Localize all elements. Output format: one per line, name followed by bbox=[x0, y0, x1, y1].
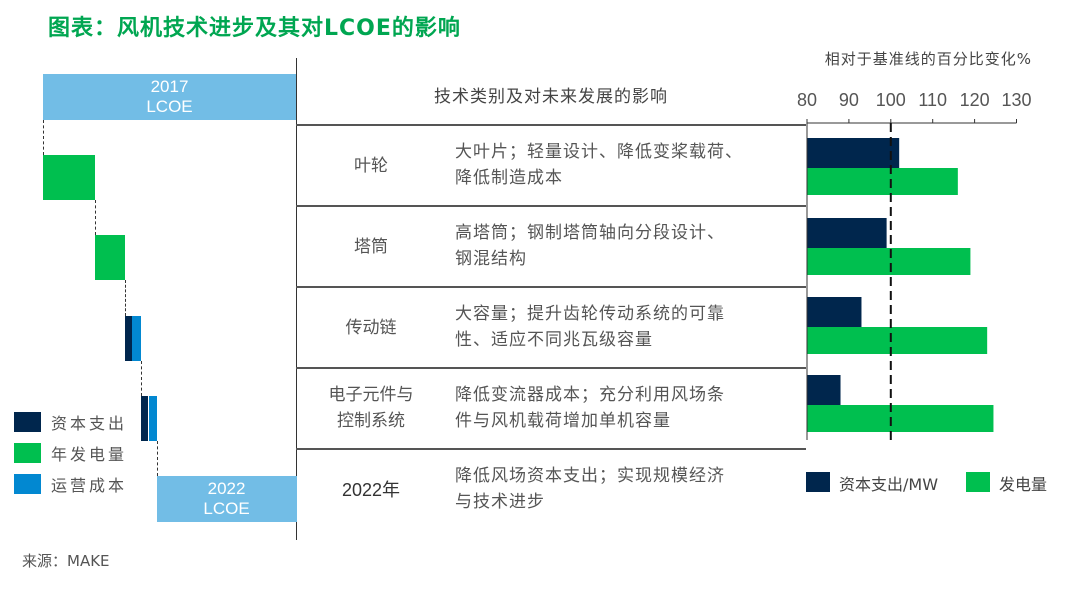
legend-swatch bbox=[14, 473, 41, 494]
source-note: 来源：MAKE bbox=[22, 552, 110, 570]
row-divider bbox=[296, 367, 806, 369]
connector-line bbox=[43, 120, 44, 155]
category-cell: 塔筒 bbox=[296, 234, 446, 260]
x-tick-label: 110 bbox=[918, 90, 947, 110]
energy-bar bbox=[807, 168, 958, 195]
waterfall-segment bbox=[95, 235, 126, 280]
lcoe-2022-bar-label: 2022 bbox=[207, 479, 246, 498]
description-cell: 降低风场资本支出；实现规模经济 与技术进步 bbox=[455, 463, 800, 515]
row-divider bbox=[296, 286, 806, 288]
description-line: 降低变流器成本；充分利用风场条 bbox=[455, 385, 725, 405]
row-divider bbox=[296, 124, 806, 126]
legend-swatch bbox=[966, 472, 990, 492]
waterfall-legend: 资本支出年发电量运营成本 bbox=[14, 406, 127, 499]
legend-swatch bbox=[806, 472, 830, 492]
category-line: 2022年 bbox=[341, 480, 401, 500]
description-cell: 大容量；提升齿轮传动系统的可靠 性、适应不同兆瓦级容量 bbox=[455, 301, 800, 353]
capex-bar bbox=[807, 138, 900, 168]
category-line: 叶轮 bbox=[354, 156, 388, 176]
capex-bar bbox=[807, 297, 862, 327]
description-line: 大叶片；轻量设计、降低变桨载荷、 bbox=[455, 142, 743, 162]
lcoe-2017-bar-label: 2017 bbox=[150, 77, 189, 96]
description-line: 性、适应不同兆瓦级容量 bbox=[455, 330, 653, 350]
description-line: 高塔筒；钢制塔筒轴向分段设计、 bbox=[455, 223, 725, 243]
legend-label: 年发电量 bbox=[51, 444, 128, 464]
description-line: 降低制造成本 bbox=[455, 168, 563, 188]
legend-item: 资本支出 bbox=[14, 406, 127, 437]
figure-title: 图表：风机技术进步及其对LCOE的影响 bbox=[48, 16, 461, 41]
description-line: 降低风场资本支出；实现规模经济 bbox=[455, 466, 725, 486]
waterfall-segment bbox=[125, 316, 133, 361]
description-line: 与技术进步 bbox=[455, 492, 545, 512]
waterfall-segment bbox=[43, 155, 96, 200]
category-line: 控制系统 bbox=[337, 411, 405, 431]
row-divider bbox=[296, 205, 806, 207]
connector-line bbox=[141, 361, 143, 396]
lcoe-2017-bar: 2017 LCOE bbox=[43, 74, 296, 120]
legend-item: 年发电量 bbox=[14, 437, 127, 468]
connector-line bbox=[95, 200, 97, 235]
lcoe-2017-bar-label: LCOE bbox=[146, 97, 193, 116]
category-cell: 2022年 bbox=[296, 477, 446, 503]
table-header: 技术类别及对未来发展的影响 bbox=[434, 87, 668, 107]
x-tick-label: 100 bbox=[876, 90, 906, 110]
energy-bar bbox=[807, 405, 994, 432]
waterfall-segment bbox=[141, 396, 149, 441]
energy-bar bbox=[807, 327, 988, 354]
x-tick-label: 80 bbox=[797, 90, 817, 110]
lcoe-2022-bar-label: LCOE bbox=[203, 499, 250, 518]
legend-swatch bbox=[14, 411, 41, 432]
connector-line bbox=[156, 441, 158, 476]
capex-bar bbox=[807, 375, 841, 405]
category-line: 塔筒 bbox=[354, 237, 388, 257]
x-tick-label: 120 bbox=[960, 90, 990, 110]
waterfall-segment bbox=[148, 396, 157, 441]
legend-swatch bbox=[14, 442, 41, 463]
x-axis-title: 相对于基准线的百分比变化% bbox=[824, 50, 1032, 68]
connector-line bbox=[125, 280, 127, 316]
legend-item: 运营成本 bbox=[14, 468, 127, 499]
description-cell: 高塔筒；钢制塔筒轴向分段设计、 钢混结构 bbox=[455, 220, 800, 272]
capex-bar bbox=[807, 218, 887, 248]
x-tick-label: 130 bbox=[1001, 90, 1031, 110]
waterfall-segment bbox=[132, 316, 142, 361]
row-divider bbox=[296, 448, 806, 450]
category-cell: 传动链 bbox=[296, 315, 446, 341]
category-line: 电子元件与 bbox=[328, 385, 414, 405]
legend-label: 资本支出 bbox=[51, 413, 128, 433]
x-tick-label: 90 bbox=[839, 90, 859, 110]
category-cell: 电子元件与 控制系统 bbox=[296, 382, 446, 434]
energy-bar bbox=[807, 248, 971, 275]
description-line: 大容量；提升齿轮传动系统的可靠 bbox=[455, 304, 725, 324]
description-line: 件与风机载荷增加单机容量 bbox=[455, 411, 671, 431]
description-cell: 降低变流器成本；充分利用风场条 件与风机载荷增加单机容量 bbox=[455, 382, 800, 434]
description-line: 钢混结构 bbox=[455, 249, 527, 269]
category-cell: 叶轮 bbox=[296, 153, 446, 179]
lcoe-2022-bar: 2022 LCOE bbox=[156, 476, 297, 522]
table-divider bbox=[296, 58, 297, 540]
description-cell: 大叶片；轻量设计、降低变桨载荷、 降低制造成本 bbox=[455, 139, 800, 191]
legend-label: 运营成本 bbox=[51, 475, 128, 495]
legend-label: 资本支出/MW bbox=[839, 475, 938, 494]
category-line: 传动链 bbox=[345, 318, 397, 338]
legend-label: 发电量 bbox=[999, 475, 1047, 494]
